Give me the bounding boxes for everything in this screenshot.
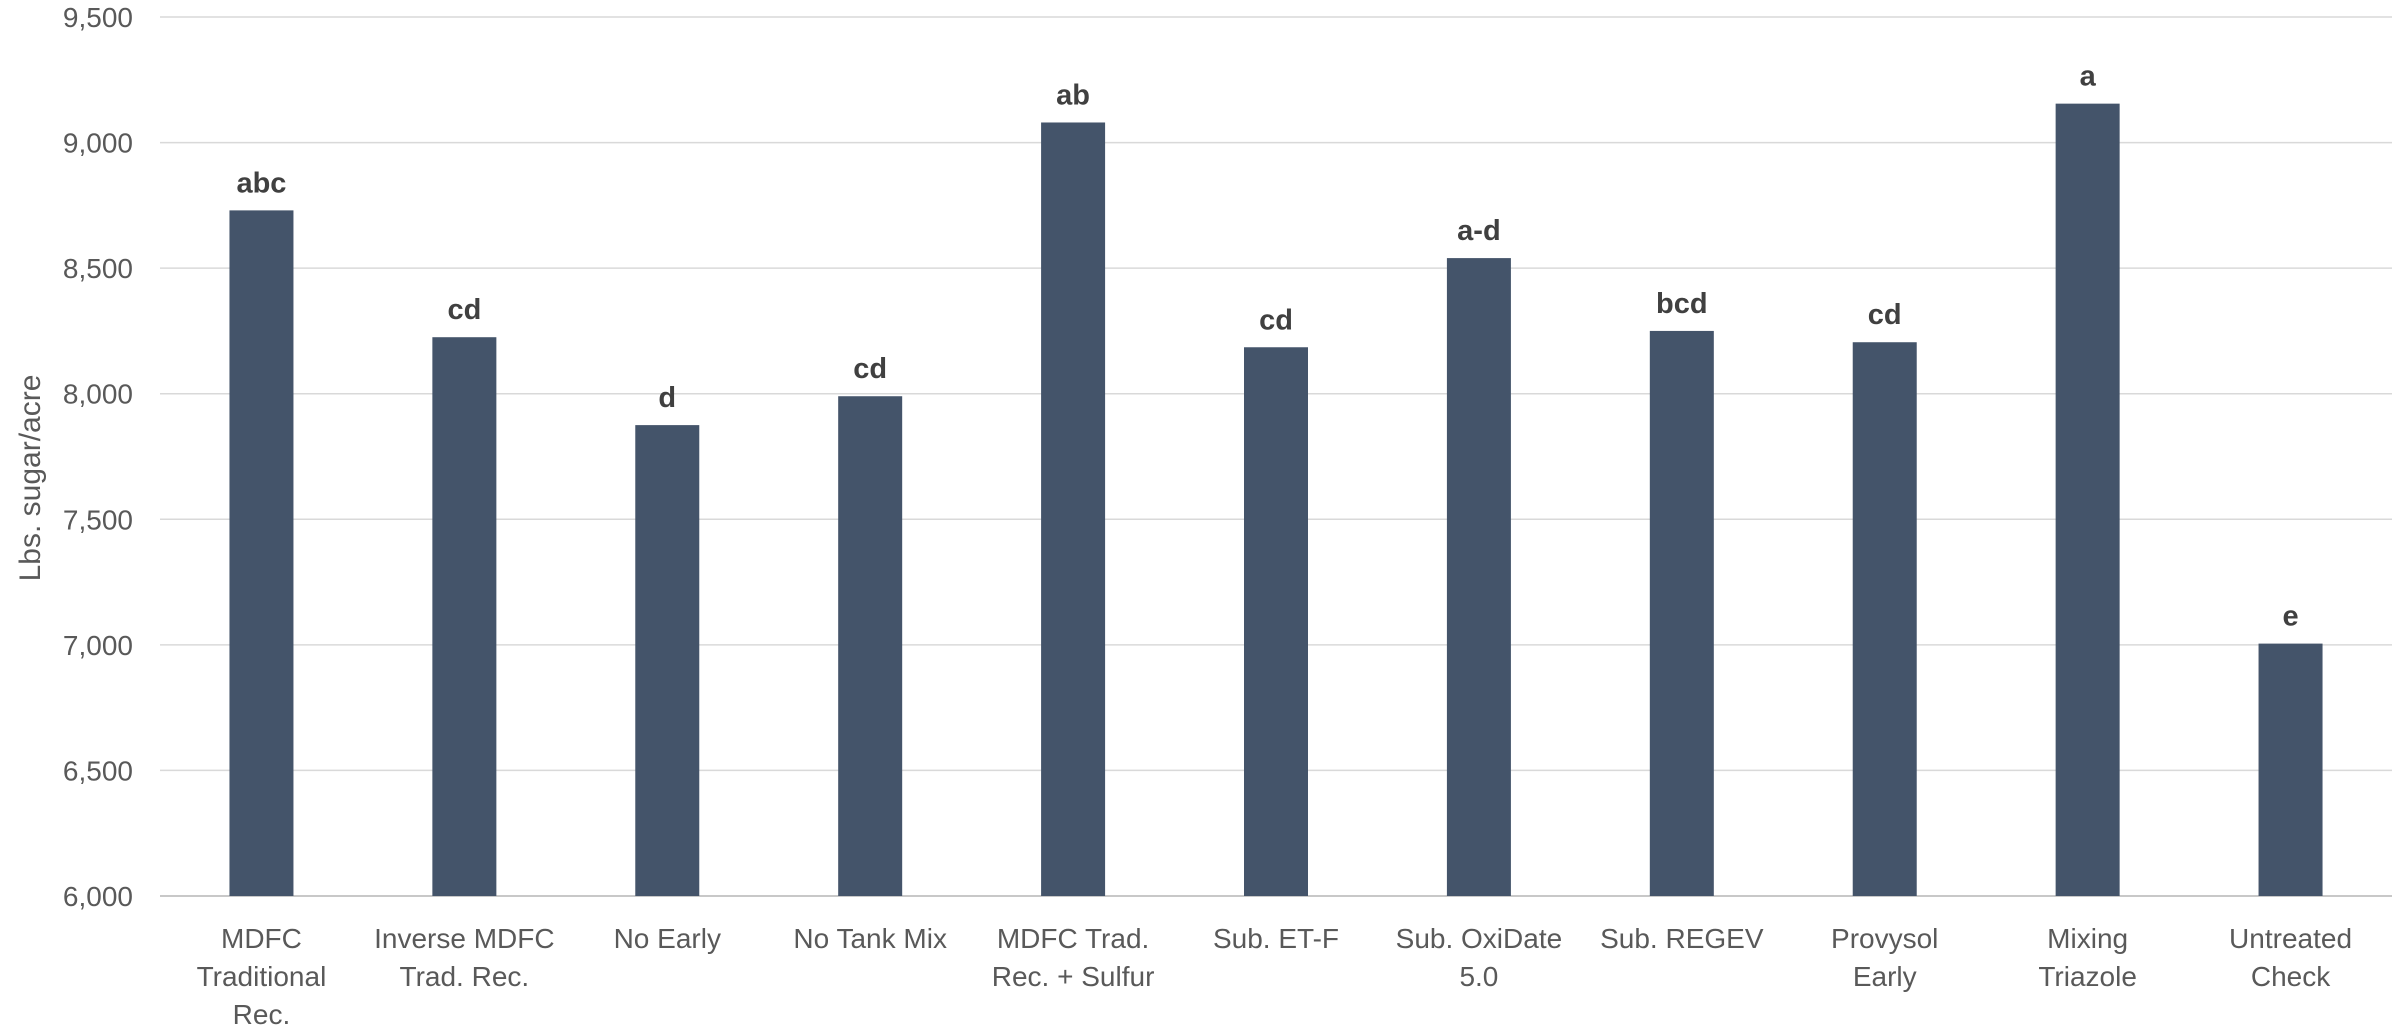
bar — [1649, 330, 1714, 896]
data-label: cd — [1259, 304, 1293, 336]
data-label: a-d — [1457, 215, 1501, 247]
data-label: d — [658, 382, 676, 414]
bar — [1446, 258, 1511, 896]
y-tick-label: 8,000 — [63, 379, 133, 410]
data-label: cd — [1868, 299, 1902, 331]
y-axis-ticks: 6,000 6,500 7,000 7,500 8,000 8,500 9,000 9,500 — [63, 2, 133, 912]
bar — [2258, 643, 2323, 896]
bars — [229, 103, 2323, 897]
y-tick-label: 7,000 — [63, 630, 133, 661]
x-axis-ticks: MDFC Traditional Rec. Inverse MDFC Trad. Rec… — [197, 923, 2352, 1028]
y-tick-label: 9,000 — [63, 128, 133, 159]
bar — [1041, 122, 1106, 897]
bar — [1852, 342, 1917, 897]
x-tick-label: No Early — [614, 923, 721, 954]
x-tick-label: Inverse MDFC Trad. Rec. — [374, 923, 554, 992]
data-labels: abc cd d cd ab cd a-d bcd cd a e — [236, 61, 2298, 633]
x-tick-label: Sub. OxiDate 5.0 — [1396, 923, 1563, 992]
x-tick-label: Sub. REGEV — [1600, 923, 1764, 954]
y-axis-label: Lbs. sugar/acre — [14, 375, 47, 582]
data-label: cd — [447, 294, 481, 326]
y-tick-label: 6,500 — [63, 755, 133, 786]
y-tick-label: 8,500 — [63, 253, 133, 284]
x-tick-label: Untreated Check — [2229, 923, 2352, 992]
data-label: ab — [1056, 79, 1090, 111]
bar — [1244, 347, 1308, 896]
bar — [838, 396, 903, 896]
x-tick-label: MDFC Trad. Rec. + Sulfur — [992, 923, 1155, 992]
bar — [229, 210, 294, 896]
bar — [635, 425, 700, 896]
x-tick-label: Sub. ET-F — [1213, 923, 1339, 954]
data-label: e — [2282, 601, 2298, 633]
data-label: bcd — [1656, 288, 1708, 320]
data-label: abc — [236, 167, 286, 199]
x-tick-label: No Tank Mix — [793, 923, 947, 954]
bar — [432, 337, 497, 896]
y-tick-label: 6,000 — [63, 881, 133, 912]
x-tick-label: Provysol Early — [1831, 923, 1938, 992]
bar — [2055, 103, 2120, 896]
y-tick-label: 9,500 — [63, 2, 133, 33]
x-tick-label: Mixing Triazole — [2038, 923, 2137, 992]
x-tick-label: MDFC Traditional Rec. — [197, 923, 327, 1028]
data-label: cd — [853, 353, 887, 385]
y-tick-label: 7,500 — [63, 504, 133, 535]
data-label: a — [2080, 61, 2097, 93]
